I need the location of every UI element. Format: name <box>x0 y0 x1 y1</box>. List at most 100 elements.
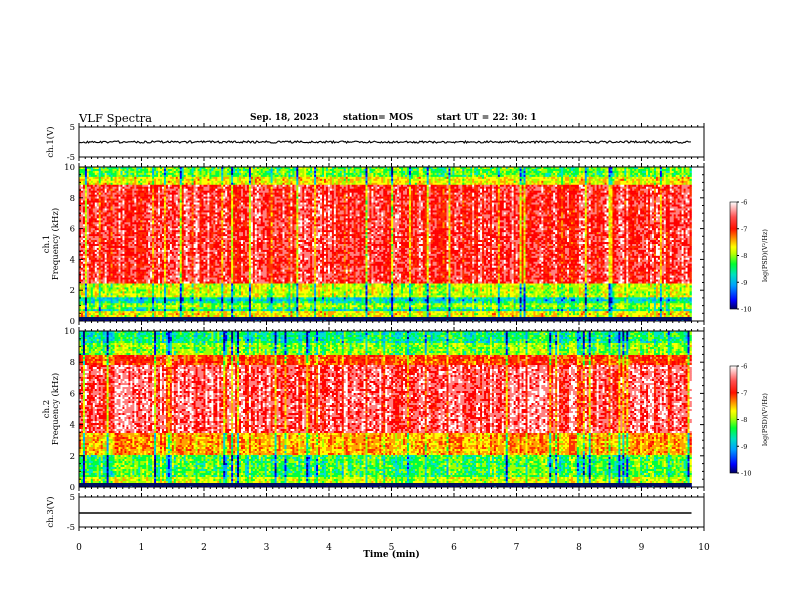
spectrogram-cell <box>83 175 85 177</box>
spectrogram-cell <box>89 291 91 293</box>
spectrogram-cell <box>81 282 83 284</box>
spectrogram-cell <box>93 299 95 301</box>
spectrogram-cell <box>89 244 91 246</box>
spectrogram-cell <box>97 313 99 315</box>
spectrogram-cell <box>91 309 93 311</box>
spectrogram-cell <box>91 181 93 183</box>
spectrogram-cell <box>85 289 87 291</box>
spectrogram-cell <box>97 282 99 284</box>
spectrogram-cell <box>97 270 99 272</box>
spectrogram-cell <box>89 205 91 207</box>
spectrogram-cell <box>97 264 99 266</box>
spectrogram-cell <box>95 226 97 228</box>
spectrogram-cell <box>95 287 97 289</box>
spectrogram-cell <box>81 295 83 297</box>
spectrogram-cell <box>85 244 87 246</box>
spectrogram-cell <box>81 191 83 193</box>
spectrogram-cell <box>93 278 95 280</box>
spectrogram-cell <box>83 228 85 230</box>
spectrogram-cell <box>91 252 93 254</box>
spectrogram-cell <box>95 195 97 197</box>
spectrogram-cell <box>93 258 95 260</box>
spectrogram-cell <box>87 266 89 268</box>
spectrogram-cell <box>87 189 89 191</box>
spectrogram-cell <box>89 282 91 284</box>
spectrogram-cell <box>89 218 91 220</box>
spectrogram-cell <box>95 230 97 232</box>
spectrogram-cell <box>97 197 99 199</box>
spectrogram-cell <box>93 252 95 254</box>
spectrogram-cell <box>81 303 83 305</box>
spectrogram-cell <box>81 230 83 232</box>
spectrogram-cell <box>83 289 85 291</box>
spectrogram-cell <box>95 234 97 236</box>
spectrogram-cell <box>85 193 87 195</box>
spectrogram-cell <box>87 181 89 183</box>
spectrogram-cell <box>91 293 93 295</box>
spectrogram-cell <box>95 244 97 246</box>
spectrogram-cell <box>85 307 87 309</box>
spectrogram-cell <box>93 307 95 309</box>
spectrogram-cell <box>87 238 89 240</box>
spectrogram-cell <box>81 212 83 214</box>
spectrogram-cell <box>89 250 91 252</box>
spectrogram-cell <box>83 254 85 256</box>
spectrogram-cell <box>95 307 97 309</box>
spectrogram-cell <box>97 274 99 276</box>
spectrogram-cell <box>85 197 87 199</box>
spectrogram-cell <box>81 193 83 195</box>
spectrogram-cell <box>93 199 95 201</box>
spectrogram-cell <box>89 280 91 282</box>
spectrogram-cell <box>81 287 83 289</box>
spectrogram-cell <box>87 242 89 244</box>
spectrogram-cell <box>97 307 99 309</box>
spectrogram-cell <box>97 285 99 287</box>
spectrogram-cell <box>85 274 87 276</box>
spectrogram-cell <box>83 268 85 270</box>
spectrogram-cell <box>97 189 99 191</box>
spectrogram-cell <box>97 276 99 278</box>
spectrogram-cell <box>89 191 91 193</box>
spectrogram-cell <box>97 291 99 293</box>
spectrogram-cell <box>97 280 99 282</box>
spectrogram-cell <box>97 210 99 212</box>
spectrogram-cell <box>93 181 95 183</box>
spectrogram-cell <box>83 293 85 295</box>
spectrogram-cell <box>95 248 97 250</box>
spectrogram-cell <box>87 297 89 299</box>
spectrogram-cell <box>93 280 95 282</box>
spectrogram-cell <box>97 179 99 181</box>
spectrogram-cell <box>85 260 87 262</box>
spectrogram-cell <box>87 212 89 214</box>
spectrogram-cell <box>93 173 95 175</box>
spectrogram-cell <box>97 250 99 252</box>
spectrogram-cell <box>95 289 97 291</box>
spectrogram-cell <box>93 216 95 218</box>
spectrogram-cell <box>91 222 93 224</box>
spectrogram-cell <box>95 303 97 305</box>
spectrogram-cell <box>83 216 85 218</box>
spectrogram-cell <box>93 283 95 285</box>
spectrogram-cell <box>89 226 91 228</box>
spectrogram-cell <box>83 287 85 289</box>
spectrogram-cell <box>83 305 85 307</box>
spectrogram-cell <box>97 246 99 248</box>
spectrogram-cell <box>83 208 85 210</box>
spectrogram-cell <box>89 201 91 203</box>
spectrogram-cell <box>85 183 87 185</box>
spectrogram-cell <box>81 268 83 270</box>
spectrogram-cell <box>93 248 95 250</box>
spectrogram-cell <box>83 236 85 238</box>
spectrogram-cell <box>89 220 91 222</box>
spectrogram-cell <box>81 171 83 173</box>
spectrogram-cell <box>89 224 91 226</box>
spectrogram-cell <box>97 299 99 301</box>
spectrogram-cell <box>87 203 89 205</box>
spectrogram-cell <box>89 266 91 268</box>
spectrogram-cell <box>81 187 83 189</box>
spectrogram-cell <box>81 297 83 299</box>
spectrogram-cell <box>95 187 97 189</box>
spectrogram-cell <box>97 232 99 234</box>
spectrogram-cell <box>85 254 87 256</box>
spectrogram-cell <box>83 222 85 224</box>
